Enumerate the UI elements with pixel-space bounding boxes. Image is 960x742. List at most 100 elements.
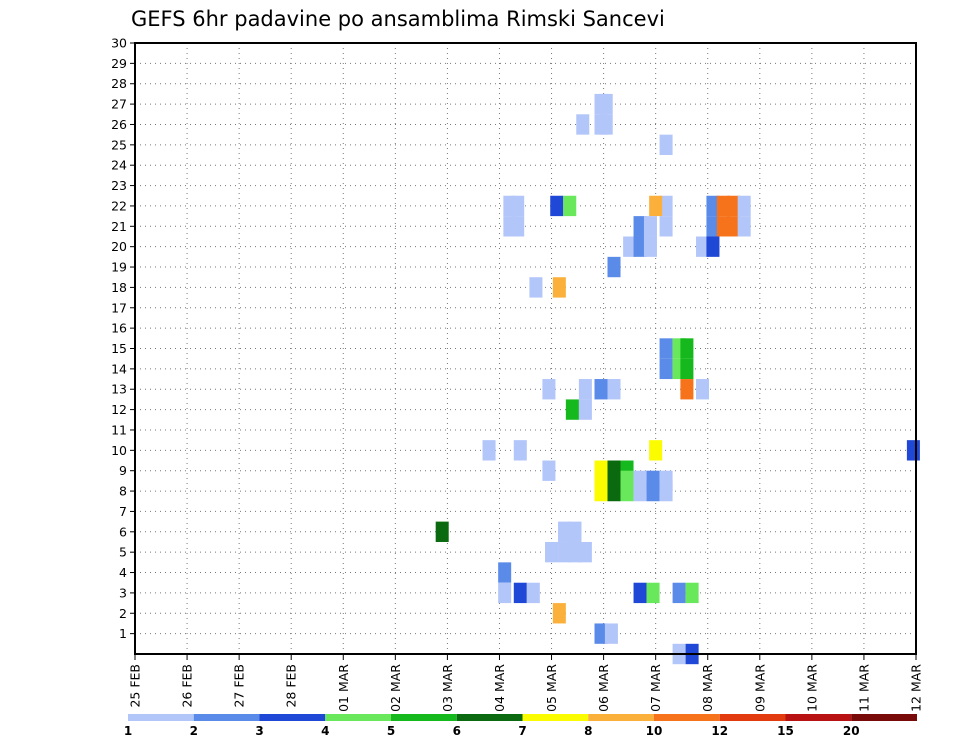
legend-swatch	[719, 714, 786, 721]
y-tick-label: 28	[111, 76, 127, 91]
heatmap-cell	[649, 440, 663, 461]
legend-label: 12	[711, 724, 728, 738]
legend-swatch	[325, 714, 391, 721]
heatmap-cell	[542, 379, 556, 400]
y-tick-label: 21	[111, 219, 127, 234]
heatmap-cell	[906, 440, 920, 461]
y-tick-label: 20	[111, 239, 127, 254]
heatmap-cell	[513, 440, 527, 461]
y-tick-label: 10	[111, 443, 127, 458]
legend-label: 10	[646, 724, 663, 738]
heatmap-cell	[643, 216, 657, 237]
heatmap-cell	[565, 399, 579, 420]
legend-swatch	[259, 714, 326, 721]
x-tick-label: 01 MAR	[336, 664, 351, 712]
x-tick-label: 25 FEB	[128, 664, 143, 708]
heatmap-cell	[737, 195, 751, 217]
heatmap-cell	[576, 114, 590, 135]
legend-swatch	[654, 714, 720, 721]
y-tick-label: 2	[119, 606, 127, 621]
x-tick-label: 27 FEB	[232, 664, 247, 708]
heatmap-cell	[716, 216, 730, 237]
y-tick-label: 6	[119, 524, 127, 539]
heatmap-cell	[607, 470, 621, 492]
x-tick-label: 03 MAR	[440, 664, 455, 712]
heatmap-cell	[578, 541, 592, 563]
heatmap-cell	[558, 521, 572, 542]
heatmap-cell	[498, 582, 512, 604]
y-tick-label: 8	[119, 484, 127, 499]
heatmap-cell	[646, 470, 660, 492]
x-tick-label: 10 MAR	[804, 664, 819, 712]
x-tick-label: 11 MAR	[856, 664, 871, 712]
x-axis: 25 FEB 26 FEB 27 FEB 28 FEB 01 MAR 02 MAR 03 M…	[128, 654, 924, 712]
heatmap-cell	[696, 379, 710, 400]
y-tick-label: 11	[111, 422, 127, 437]
heatmap-cell	[578, 399, 592, 420]
y-tick-label: 29	[111, 56, 127, 71]
heatmap-cell	[599, 93, 613, 115]
heatmap-cell	[482, 440, 496, 461]
legend-label: 7	[518, 724, 526, 738]
legend-swatch	[456, 714, 523, 721]
heatmap-cell	[558, 541, 572, 563]
y-tick-label: 12	[111, 402, 127, 417]
heatmap-cell	[737, 216, 751, 237]
x-tick-label: 02 MAR	[388, 664, 403, 712]
y-tick-label: 26	[111, 117, 127, 132]
heatmap-cell	[563, 195, 577, 217]
heatmap-cell	[599, 114, 613, 135]
y-tick-label: 1	[119, 626, 127, 641]
heatmap-cell	[578, 379, 592, 400]
heatmap-cell	[659, 134, 673, 156]
x-tick-label: 09 MAR	[752, 664, 767, 712]
heatmap-cell	[706, 216, 720, 237]
y-tick-label: 30	[111, 36, 127, 51]
y-tick-label: 24	[111, 158, 127, 173]
x-tick-label: 08 MAR	[700, 664, 715, 712]
y-tick-label: 25	[111, 137, 127, 152]
heatmap-cell	[633, 582, 647, 604]
heatmap-cell	[680, 379, 694, 400]
y-tick-label: 23	[111, 178, 127, 193]
x-tick-label: 04 MAR	[492, 664, 507, 712]
heatmap-cell	[542, 460, 556, 481]
heatmap-cell	[633, 216, 647, 237]
y-tick-label: 15	[111, 341, 127, 356]
heatmap-cell	[672, 582, 686, 604]
legend-swatch	[522, 714, 589, 721]
heatmap-cell	[727, 195, 741, 217]
data-cells	[435, 93, 920, 665]
legend-label: 4	[321, 724, 329, 738]
legend-swatch	[851, 714, 917, 721]
heatmap-cell	[680, 358, 694, 380]
y-tick-label: 22	[111, 198, 127, 213]
heatmap-cell	[623, 236, 637, 257]
x-tick-label: 06 MAR	[596, 664, 611, 712]
heatmap-cell	[659, 470, 673, 492]
heatmap-cell	[659, 195, 673, 217]
heatmap-cell	[435, 521, 449, 542]
heatmap-cell	[529, 277, 543, 298]
legend-label: 6	[453, 724, 461, 738]
heatmap-cell	[552, 603, 566, 624]
y-tick-label: 5	[119, 545, 127, 560]
heatmap-cell	[594, 623, 608, 644]
heatmap-cell	[511, 216, 525, 237]
x-tick-label: 05 MAR	[544, 664, 559, 712]
heatmap-cell	[568, 541, 582, 563]
heatmap-cell	[498, 562, 512, 583]
legend-swatch	[391, 714, 457, 721]
y-tick-label: 14	[111, 361, 127, 376]
heatmap-cell	[685, 582, 699, 604]
heatmap-cell	[511, 195, 525, 217]
legend-swatch	[785, 714, 852, 721]
heatmap-cell	[706, 236, 720, 257]
legend-label: 8	[584, 724, 592, 738]
heatmap-cell	[594, 379, 608, 400]
heatmap-cell	[716, 195, 730, 217]
heatmap-cell	[696, 236, 710, 257]
heatmap-cell	[706, 195, 720, 217]
heatmap-cell	[607, 256, 621, 278]
x-tick-label: 07 MAR	[648, 664, 663, 712]
